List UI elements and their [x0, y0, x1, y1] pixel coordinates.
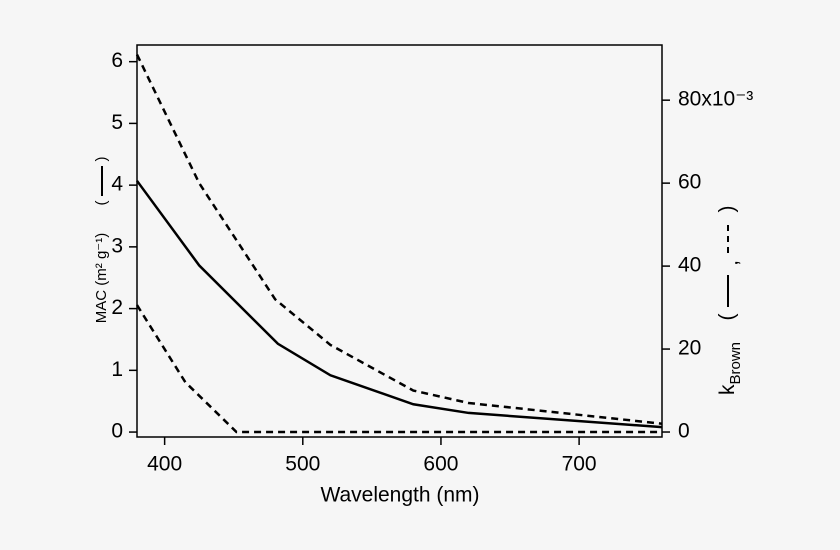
y2-tick-label: 20 [678, 337, 701, 360]
y2-tick-label: 60 [678, 171, 701, 194]
data-line [135, 53, 663, 425]
y-axis-label-group: MAC (m² g⁻¹) ( ) [93, 157, 110, 324]
y-tick-label: 4 [111, 173, 123, 196]
x-tick-label: 700 [562, 453, 597, 476]
y-axis-label: MAC (m² g⁻¹) [93, 233, 110, 323]
y2-tick-label: 40 [678, 254, 701, 277]
y2-tick-label: 80x10⁻³ [678, 88, 753, 111]
y2-axis-label: kBrown [716, 342, 744, 395]
plot-frame [136, 44, 663, 438]
x-tick-label: 600 [423, 453, 458, 476]
y2-axis-label-group: kBrown ( , ) [716, 206, 744, 396]
y2-label-main: k [716, 384, 739, 395]
legend-paren: ( [93, 201, 110, 206]
x-tick-label: 400 [147, 453, 182, 476]
data-line [135, 304, 662, 434]
y-tick-label: 6 [111, 49, 123, 72]
y-tick-label: 0 [111, 420, 123, 443]
y-tick-label: 1 [111, 358, 123, 381]
y-tick-label: 2 [111, 296, 123, 319]
legend-comma: , [720, 260, 743, 266]
y2-label-sub: Brown [727, 342, 744, 385]
y-tick-label: 3 [111, 234, 123, 257]
legend-paren: ) [93, 157, 110, 162]
legend-paren: ) [716, 206, 739, 213]
x-axis-label: Wavelength (nm) [320, 484, 479, 507]
legend-paren: ( [716, 314, 739, 321]
y-tick-label: 5 [111, 111, 123, 134]
x-tick-label: 500 [285, 453, 320, 476]
y2-tick-label: 0 [678, 420, 690, 443]
data-line [135, 180, 663, 429]
